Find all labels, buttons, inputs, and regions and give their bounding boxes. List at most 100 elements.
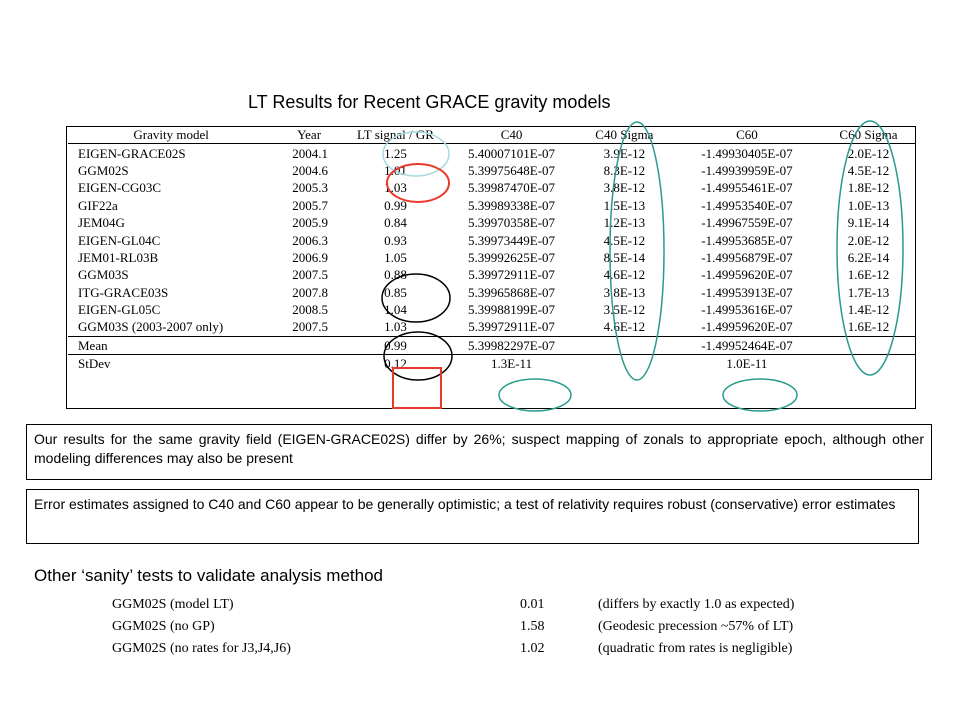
table-row: JEM01-RL03B 2006.9 1.05 5.39992625E-07 8.5E-…	[68, 249, 916, 266]
cell-model: EIGEN-GRACE02S	[78, 145, 186, 161]
cell-c40-sigma: 3.8E-12	[603, 180, 646, 196]
cell-c40: 5.39970358E-07	[468, 215, 556, 231]
cell-c40: 5.39989338E-07	[468, 197, 556, 213]
table-row: EIGEN-GRACE02S 2004.1 1.25 5.40007101E-07 3.…	[68, 144, 916, 162]
cell-model: GGM03S (2003-2007 only)	[78, 319, 224, 335]
cell-c40-sigma: 3.8E-13	[603, 284, 646, 300]
sanity-row: GGM02S (no GP) 1.58 (Geodesic precession ~…	[112, 616, 794, 638]
cell-c40: 5.39972911E-07	[468, 319, 555, 335]
cell-c60: -1.49959620E-07	[701, 267, 793, 283]
header-c40-sigma: C40 Sigma	[575, 126, 673, 145]
cell-year: 2005.3	[292, 180, 329, 196]
table-row: GIF22a 2005.7 0.99 5.39989338E-07 1.5E-13 -1.…	[68, 197, 916, 214]
cell-model: ITG-GRACE03S	[78, 284, 169, 300]
sanity-note: (Geodesic precession ~57% of LT)	[598, 619, 794, 634]
mean-row: Mean 0.99 5.39982297E-07 -1.49952464E-07	[68, 335, 916, 355]
cell-c60-sigma: 2.0E-12	[847, 145, 890, 161]
cell-c60: -1.49953685E-07	[701, 232, 793, 248]
cell-c60: -1.49955461E-07	[701, 180, 793, 196]
cell-c60-sigma: 1.7E-13	[847, 284, 890, 300]
mean-lt: 0.99	[343, 335, 448, 355]
cell-year: 2005.7	[292, 197, 329, 213]
cell-c40: 5.39975648E-07	[468, 162, 556, 178]
sanity-note: (quadratic from rates is negligible)	[598, 641, 793, 656]
sanity-value: 1.02	[520, 641, 545, 656]
cell-year: 2008.5	[292, 302, 329, 318]
sanity-tests-table: GGM02S (model LT) 0.01 (differs by exactly…	[112, 594, 794, 660]
sanity-row: GGM02S (no rates for J3,J4,J6) 1.02 (quadr…	[112, 638, 794, 660]
header-c60: C60	[672, 126, 822, 145]
cell-c60: -1.49967559E-07	[701, 215, 793, 231]
cell-year: 2007.5	[292, 319, 329, 335]
cell-year: 2007.5	[292, 267, 329, 283]
cell-c40: 5.39973449E-07	[468, 232, 556, 248]
cell-c40: 5.39992625E-07	[468, 249, 556, 265]
cell-year: 2007.8	[292, 284, 329, 300]
c60-stdev-teal-ellipse	[722, 378, 798, 412]
cell-lt: 1.05	[384, 249, 407, 265]
sanity-model: GGM02S (no rates for J3,J4,J6)	[112, 641, 291, 656]
table-row: JEM04G 2005.9 0.84 5.39970358E-07 1.2E-13 -1.…	[68, 214, 916, 231]
cell-c60: -1.49953913E-07	[701, 284, 793, 300]
cell-c40-sigma: 4.6E-12	[603, 267, 646, 283]
cell-lt: 1.03	[384, 319, 407, 335]
header-year: Year	[274, 126, 344, 145]
note-box-error-estimates: Error estimates assigned to C40 and C60 …	[26, 489, 919, 544]
cell-year: 2006.3	[292, 232, 329, 248]
stdev-row: StDev 0.12 1.3E-11 1.0E-11	[68, 354, 916, 373]
cell-model: EIGEN-CG03C	[78, 180, 162, 196]
lt-red-box	[392, 367, 442, 409]
cell-c60-sigma: 9.1E-14	[847, 215, 890, 231]
cell-year: 2006.9	[292, 249, 329, 265]
cell-c40-sigma: 3.9E-12	[603, 145, 646, 161]
table-header-row: Gravity model Year LT signal / GR C40 C4…	[68, 126, 916, 145]
cell-c60-sigma: 1.4E-12	[847, 302, 890, 318]
cell-year: 2004.1	[292, 145, 329, 161]
cell-c40-sigma: 1.2E-13	[603, 215, 646, 231]
cell-c40-sigma: 8.5E-14	[603, 249, 646, 265]
sanity-tests-title: Other ‘sanity’ tests to validate analysi…	[34, 566, 383, 585]
cell-model: EIGEN-GL04C	[78, 232, 161, 248]
cell-c60: -1.49959620E-07	[701, 319, 793, 335]
stdev-c60: 1.0E-11	[672, 354, 822, 373]
gravity-models-table: Gravity model Year LT signal / GR C40 C4…	[68, 126, 916, 373]
cell-c40: 5.39965868E-07	[468, 284, 556, 300]
cell-c40: 5.39988199E-07	[468, 302, 556, 318]
cell-year: 2004.6	[292, 162, 329, 178]
cell-lt: 1.04	[384, 302, 407, 318]
cell-model: GGM02S	[78, 162, 129, 178]
cell-lt: 0.93	[384, 232, 407, 248]
cell-c40: 5.40007101E-07	[468, 145, 556, 161]
cell-lt: 0.88	[384, 267, 407, 283]
header-gravity-model: Gravity model	[68, 126, 275, 145]
cell-model: JEM04G	[78, 215, 125, 231]
cell-lt: 1.01	[384, 162, 407, 178]
cell-c40-sigma: 4.5E-12	[603, 232, 646, 248]
cell-c60-sigma: 1.0E-13	[847, 197, 890, 213]
cell-c40-sigma: 8.3E-12	[603, 162, 646, 178]
mean-c40: 5.39982297E-07	[447, 335, 576, 355]
table-row: EIGEN-GL05C 2008.5 1.04 5.39988199E-07 3.5E-…	[68, 301, 916, 318]
sanity-note: (differs by exactly 1.0 as expected)	[598, 597, 795, 612]
cell-c60: -1.49953540E-07	[701, 197, 793, 213]
table-row: EIGEN-CG03C 2005.3 1.03 5.39987470E-07 3.8E-…	[68, 179, 916, 196]
sanity-model: GGM02S (no GP)	[112, 619, 215, 634]
c40-stdev-teal-ellipse	[498, 378, 572, 412]
sanity-value: 0.01	[520, 597, 545, 612]
cell-c60-sigma: 4.5E-12	[847, 162, 890, 178]
cell-year: 2005.9	[292, 215, 329, 231]
cell-c60: -1.49939959E-07	[701, 162, 793, 178]
table-row: GGM02S 2004.6 1.01 5.39975648E-07 8.3E-12 -1.…	[68, 162, 916, 179]
stdev-label: StDev	[68, 354, 275, 373]
table-row: GGM03S (2003-2007 only) 2007.5 1.03 5.39972…	[68, 318, 916, 336]
slide-title: LT Results for Recent GRACE gravity mode…	[248, 92, 611, 112]
cell-c40-sigma: 4.6E-12	[603, 319, 646, 335]
mean-label: Mean	[68, 335, 275, 355]
cell-lt: 1.25	[384, 145, 407, 161]
table-row: ITG-GRACE03S 2007.8 0.85 5.39965868E-07 3.8E…	[68, 284, 916, 301]
cell-model: GGM03S	[78, 267, 129, 283]
cell-c40-sigma: 3.5E-12	[603, 302, 646, 318]
header-lt-signal: LT signal / GR	[343, 126, 448, 145]
cell-model: JEM01-RL03B	[78, 249, 159, 265]
stdev-c40: 1.3E-11	[447, 354, 576, 373]
